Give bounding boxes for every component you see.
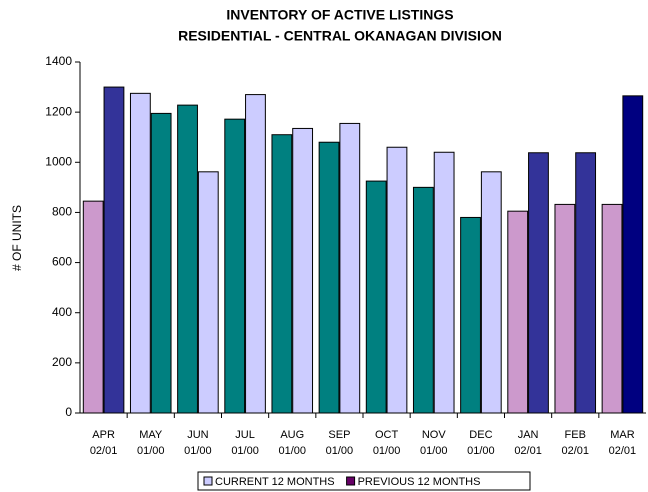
bar: [575, 152, 597, 414]
x-tick-label: OCT: [375, 429, 399, 441]
bar: [271, 134, 293, 414]
bar: [82, 200, 104, 414]
bar: [318, 141, 340, 414]
x-tick-label: JUN: [187, 429, 208, 441]
x-tick-label: JAN: [518, 429, 539, 441]
x-tick-label: 01/00: [326, 445, 354, 457]
x-tick-label: 01/00: [420, 445, 448, 457]
y-tick-label: 800: [52, 205, 72, 219]
bar: [601, 203, 623, 414]
bar: [292, 127, 314, 414]
bar: [150, 112, 172, 414]
x-tick-label: 01/00: [467, 445, 495, 457]
x-tick-label: 01/00: [278, 445, 306, 457]
bar: [528, 152, 549, 414]
y-tick-label: 200: [52, 355, 72, 369]
x-tick-label: 02/01: [561, 445, 589, 457]
bar: [554, 203, 576, 414]
bar: [177, 104, 198, 414]
bar: [507, 210, 529, 414]
legend-swatch: [346, 476, 356, 486]
bar: [339, 122, 361, 414]
x-tick-label: JUL: [235, 429, 255, 441]
x-tick-label: APR: [92, 429, 115, 441]
bar: [480, 171, 502, 414]
bar: [245, 94, 266, 414]
x-tick-label: SEP: [328, 429, 350, 441]
y-tick-label: 400: [52, 305, 72, 319]
y-tick-label: 1000: [45, 154, 72, 168]
chart-title: INVENTORY OF ACTIVE LISTINGS: [226, 7, 453, 23]
bar: [412, 186, 434, 414]
y-tick-label: 600: [52, 255, 72, 269]
x-tick-label: MAR: [610, 429, 635, 441]
x-tick-label: AUG: [280, 429, 304, 441]
x-tick-label: 01/00: [137, 445, 165, 457]
x-tick-label: NOV: [422, 429, 447, 441]
x-tick-label: 02/01: [514, 445, 542, 457]
x-tick-label: 01/00: [231, 445, 259, 457]
x-tick-label: 01/00: [184, 445, 212, 457]
chart-subtitle: RESIDENTIAL - CENTRAL OKANAGAN DIVISION: [178, 28, 502, 44]
bar: [460, 216, 481, 414]
bar: [622, 95, 644, 414]
legend-label: PREVIOUS 12 MONTHS: [358, 476, 481, 488]
x-tick-label: MAY: [139, 429, 163, 441]
x-tick-label: 01/00: [373, 445, 401, 457]
legend-swatch: [203, 476, 213, 486]
x-tick-label: FEB: [565, 429, 586, 441]
x-tick-label: 02/01: [90, 445, 118, 457]
bar: [365, 180, 387, 414]
y-tick-label: 0: [65, 405, 72, 419]
bar: [129, 92, 151, 414]
y-axis-label: # OF UNITS: [10, 205, 24, 271]
bar: [433, 151, 455, 414]
y-tick-label: 1200: [45, 104, 72, 118]
legend-box: [197, 471, 531, 491]
bar: [103, 86, 125, 414]
x-tick-label: 02/01: [609, 445, 637, 457]
bar: [197, 171, 219, 414]
bar: [224, 118, 246, 414]
legend-label: CURRENT 12 MONTHS: [215, 476, 335, 488]
y-tick-label: 1400: [45, 54, 72, 68]
x-tick-label: DEC: [469, 429, 492, 441]
bar: [386, 146, 408, 414]
